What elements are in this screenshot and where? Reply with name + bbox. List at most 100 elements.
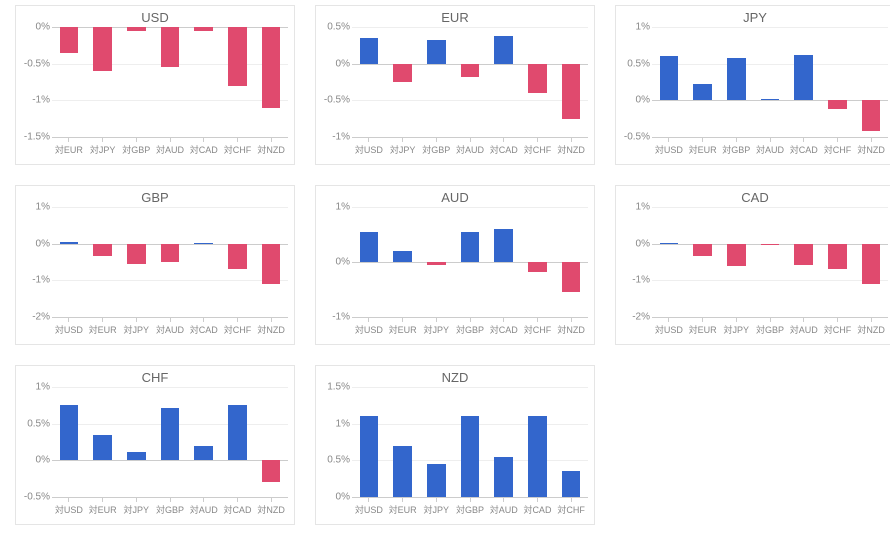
x-tick: 対AUD (187, 498, 221, 516)
x-tick-mark (368, 138, 369, 142)
x-tick: 対CHF (521, 318, 555, 336)
x-tick-label: 対NZD (557, 143, 585, 156)
y-tick-label: -0.5% (324, 95, 350, 106)
x-tick-mark (203, 138, 204, 142)
grid-line (52, 207, 288, 208)
bar (862, 244, 881, 284)
x-tick: 対CHF (521, 138, 555, 156)
x-tick-mark (402, 318, 403, 322)
bar (127, 244, 146, 264)
y-tick-label: -1% (32, 95, 50, 106)
x-tick: 対AUD (153, 138, 187, 156)
plot-area (52, 27, 288, 137)
grid-line (652, 280, 888, 281)
x-tick-label: 対CAD (523, 503, 551, 516)
x-tick-label: 対JPY (724, 323, 750, 336)
grid-line (52, 387, 288, 388)
x-tick-mark (402, 138, 403, 142)
y-tick-label: -0.5% (624, 132, 650, 143)
x-tick-mark (668, 318, 669, 322)
x-tick-mark (68, 498, 69, 502)
x-tick-mark (503, 138, 504, 142)
bar (528, 64, 547, 93)
bar (494, 229, 513, 262)
bar (194, 446, 213, 461)
y-tick-label: 0.5% (327, 22, 350, 33)
bar (127, 27, 146, 31)
plot-wrapper: 1%0%-1%-2% (622, 207, 888, 317)
bar (262, 27, 281, 108)
chart-panel: AUD1%0%-1%対USD対EUR対JPY対GBP対CAD対CHF対NZD (315, 185, 595, 345)
bar (660, 56, 679, 100)
x-tick: 対EUR (86, 318, 120, 336)
bar (660, 243, 679, 244)
x-tick-label: 対USD (55, 503, 83, 516)
x-tick-label: 対AUD (156, 143, 184, 156)
x-tick-label: 対JPY (124, 323, 150, 336)
x-tick-mark (68, 318, 69, 322)
bar (360, 232, 379, 262)
x-tick: 対EUR (686, 138, 720, 156)
bar (693, 84, 712, 100)
y-tick-label: 0% (36, 455, 50, 466)
x-tick-label: 対CAD (190, 323, 218, 336)
x-tick-mark (102, 138, 103, 142)
x-tick: 対JPY (119, 318, 153, 336)
x-tick-mark (170, 498, 171, 502)
y-axis: 1%0%-1%-2% (622, 207, 652, 317)
x-tick-mark (803, 318, 804, 322)
panel-title: GBP (22, 190, 288, 205)
bar (761, 244, 780, 246)
x-tick: 対CHF (821, 318, 855, 336)
y-tick-label: -1% (332, 132, 350, 143)
x-tick-mark (170, 318, 171, 322)
x-tick-mark (770, 138, 771, 142)
bar (562, 64, 581, 119)
y-tick-label: 1% (336, 418, 350, 429)
x-tick: 対USD (652, 318, 686, 336)
bar (60, 405, 79, 460)
panel-title: AUD (322, 190, 588, 205)
x-tick: 対NZD (554, 318, 588, 336)
x-tick-label: 対CHF (524, 143, 552, 156)
y-tick-label: -0.5% (24, 492, 50, 503)
x-tick-mark (702, 318, 703, 322)
y-tick-label: -1% (332, 312, 350, 323)
x-tick-mark (203, 498, 204, 502)
x-tick-label: 対NZD (557, 323, 585, 336)
x-tick-mark (837, 318, 838, 322)
x-tick-mark (436, 318, 437, 322)
x-tick-label: 対NZD (257, 323, 285, 336)
y-tick-label: -1% (32, 275, 50, 286)
bar (93, 435, 112, 461)
y-tick-label: 1% (636, 22, 650, 33)
x-tick: 対GBP (153, 498, 187, 516)
y-axis: 0.5%0%-0.5%-1% (322, 27, 352, 137)
y-tick-label: 0% (36, 22, 50, 33)
zero-line (352, 262, 588, 263)
bar (360, 416, 379, 497)
bar (161, 408, 180, 461)
x-axis: 対USD対JPY対GBP対AUD対CAD対CHF対NZD (352, 137, 588, 156)
chart-panel: EUR0.5%0%-0.5%-1%対USD対JPY対GBP対AUD対CAD対CH… (315, 5, 595, 165)
x-tick: 対CHF (554, 498, 588, 516)
bar (794, 244, 813, 265)
chart-grid: USD0%-0.5%-1%-1.5%対EUR対JPY対GBP対AUD対CAD対C… (0, 0, 890, 540)
x-tick-label: 対AUD (156, 323, 184, 336)
x-tick-mark (436, 498, 437, 502)
x-tick-label: 対GBP (756, 323, 784, 336)
y-tick-label: 0% (636, 95, 650, 106)
x-tick-label: 対EUR (89, 323, 117, 336)
x-tick-mark (102, 318, 103, 322)
x-tick-label: 対CHF (224, 323, 252, 336)
bar (528, 262, 547, 272)
x-tick: 対AUD (487, 498, 521, 516)
x-tick-mark (470, 498, 471, 502)
x-tick: 対JPY (86, 138, 120, 156)
plot-wrapper: 1%0.5%0%-0.5% (22, 387, 288, 497)
x-tick: 対AUD (753, 138, 787, 156)
x-tick-label: 対GBP (456, 323, 484, 336)
x-tick: 対CAD (487, 318, 521, 336)
x-tick: 対USD (352, 138, 386, 156)
y-tick-label: -2% (32, 312, 50, 323)
